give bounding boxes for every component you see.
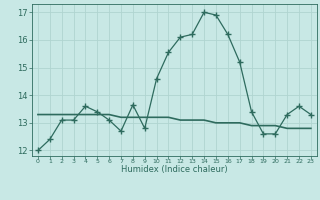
X-axis label: Humidex (Indice chaleur): Humidex (Indice chaleur): [121, 165, 228, 174]
